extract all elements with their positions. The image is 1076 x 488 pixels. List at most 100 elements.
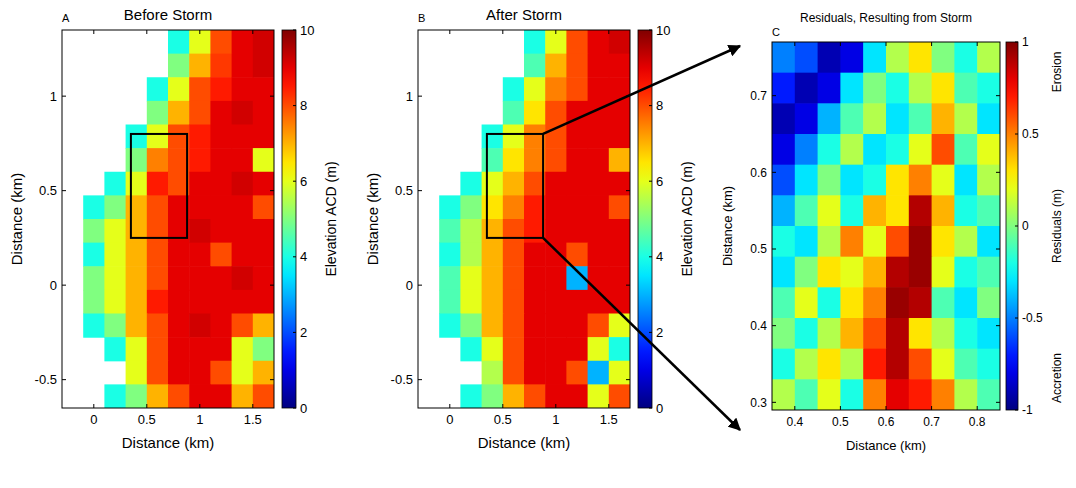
cell <box>253 219 274 243</box>
y-tick <box>62 190 66 191</box>
cell <box>609 290 630 314</box>
y-tick-label: 0.3 <box>750 396 767 410</box>
cell <box>954 134 977 165</box>
cell <box>609 30 630 54</box>
cell <box>932 73 955 104</box>
colorbar-tick <box>1015 226 1018 227</box>
cell <box>147 77 169 101</box>
x-tick <box>608 404 609 408</box>
cell <box>253 101 274 125</box>
cell <box>886 349 909 380</box>
cell <box>104 314 126 338</box>
cell <box>772 226 795 257</box>
cell <box>232 172 254 196</box>
cell <box>104 219 126 243</box>
figure: 00.511.5-0.500.51Distance (km)Distance (… <box>0 0 1076 488</box>
colorbar-tick <box>649 408 652 409</box>
cell <box>460 243 482 267</box>
cell <box>795 73 818 104</box>
cell <box>253 384 274 408</box>
cell <box>482 337 504 361</box>
colorbar-tick <box>1015 410 1018 411</box>
y-tick-label: 0.5 <box>39 183 57 198</box>
cell <box>210 101 232 125</box>
cell <box>909 226 932 257</box>
x-tick-label: 0.5 <box>494 412 512 427</box>
x-tick <box>977 42 978 46</box>
cell <box>439 266 461 290</box>
x-tick <box>794 406 795 410</box>
cell <box>439 290 461 314</box>
x-tick-label: 0.4 <box>786 415 803 429</box>
x-tick <box>840 42 841 46</box>
plot-background <box>772 42 1000 410</box>
cell <box>772 195 795 226</box>
colorbar-tick-label: 4 <box>656 249 663 264</box>
cell <box>210 30 232 54</box>
colorbar-tick-label: 1 <box>1022 35 1029 49</box>
cell <box>482 290 504 314</box>
cell <box>83 266 105 290</box>
cell <box>795 287 818 318</box>
cells <box>439 30 630 408</box>
cell <box>977 195 1000 226</box>
cell <box>104 243 126 267</box>
cell <box>818 103 841 134</box>
cell <box>772 103 795 134</box>
x-tick <box>502 404 503 408</box>
cell <box>588 77 610 101</box>
y-tick-label: 1 <box>406 89 413 104</box>
cell <box>977 287 1000 318</box>
x-tick <box>608 30 609 34</box>
cell <box>104 290 126 314</box>
x-tick <box>555 404 556 408</box>
x-tick <box>146 30 147 34</box>
cell <box>772 287 795 318</box>
cell <box>545 384 567 408</box>
cell <box>818 287 841 318</box>
y-tick-label: 0.5 <box>750 242 767 256</box>
cell <box>210 195 232 219</box>
inset-box <box>487 134 543 238</box>
cell <box>503 243 525 267</box>
cell <box>189 219 211 243</box>
cell <box>232 125 254 149</box>
cell <box>566 219 588 243</box>
cell <box>932 42 955 73</box>
x-tick-label: 0.5 <box>832 415 849 429</box>
colorbar-title: Elevation ACD (m) <box>679 161 695 276</box>
x-tick-label: 1 <box>196 412 203 427</box>
cell <box>840 134 863 165</box>
cell <box>253 148 274 172</box>
cell <box>253 77 274 101</box>
cell <box>588 172 610 196</box>
cell <box>104 195 126 219</box>
cell <box>482 266 504 290</box>
cell <box>503 219 525 243</box>
cell <box>818 73 841 104</box>
cell <box>126 266 148 290</box>
cell <box>909 73 932 104</box>
cell <box>545 219 567 243</box>
cell <box>232 195 254 219</box>
cell <box>566 314 588 338</box>
cell <box>503 77 525 101</box>
cell <box>126 314 148 338</box>
x-tick-label: 0.6 <box>878 415 895 429</box>
cell <box>909 195 932 226</box>
cell <box>253 172 274 196</box>
colorbar-tick <box>293 30 296 31</box>
cell <box>524 384 546 408</box>
cell <box>818 257 841 288</box>
cell <box>147 101 169 125</box>
cell <box>524 314 546 338</box>
x-tick <box>93 404 94 408</box>
cell <box>954 103 977 134</box>
colorbar-tick <box>293 105 296 106</box>
cell <box>189 195 211 219</box>
cell <box>545 337 567 361</box>
colorbar-tick-label: 0.5 <box>1022 127 1039 141</box>
y-tick-label: 0 <box>406 278 413 293</box>
cell <box>253 314 274 338</box>
cell <box>588 384 610 408</box>
